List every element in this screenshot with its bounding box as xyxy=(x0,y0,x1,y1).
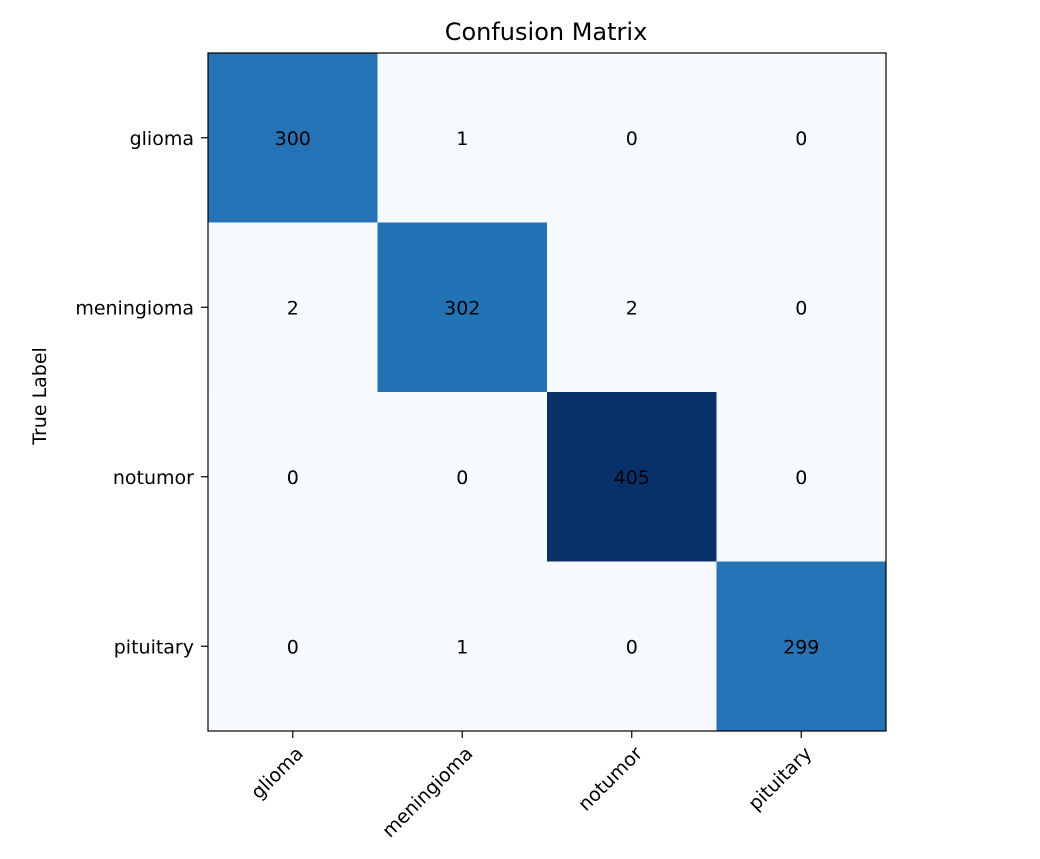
heatmap-cell xyxy=(547,561,717,732)
heatmap-cell xyxy=(208,53,378,223)
cell-value-label: 0 xyxy=(287,467,299,489)
cell-value-label: 0 xyxy=(626,128,638,150)
cell-value-label: 0 xyxy=(795,128,807,150)
heatmap-cell xyxy=(377,53,548,223)
chart-title: Confusion Matrix xyxy=(445,18,648,46)
heatmap-cell xyxy=(547,392,717,562)
y-tick-label: glioma xyxy=(130,128,194,150)
heatmap-cell xyxy=(208,392,378,562)
heatmap-cell xyxy=(547,53,717,223)
cell-value-label: 2 xyxy=(626,297,638,319)
heatmap-cell xyxy=(377,392,548,562)
cell-value-label: 299 xyxy=(783,636,819,658)
x-tick-label: pituitary xyxy=(744,743,816,815)
heatmap-cell xyxy=(547,222,717,393)
cell-value-label: 405 xyxy=(614,467,650,489)
heatmap-cell xyxy=(716,222,887,393)
heatmap-cell xyxy=(377,561,548,732)
x-tick-label: meningioma xyxy=(378,743,477,842)
cell-value-label: 2 xyxy=(287,297,299,319)
cell-value-label: 0 xyxy=(795,297,807,319)
cell-value-label: 0 xyxy=(287,636,299,658)
x-tick-label: notumor xyxy=(574,742,647,815)
plot-frame xyxy=(207,52,887,732)
cell-value-label: 0 xyxy=(795,467,807,489)
x-tick-label: glioma xyxy=(247,743,308,804)
cell-value-label: 0 xyxy=(626,636,638,658)
y-axis-label: True Label xyxy=(29,347,51,446)
heatmap-cell xyxy=(716,53,887,223)
cell-value-label: 300 xyxy=(275,128,311,150)
heatmap-cell xyxy=(208,222,378,393)
heatmap-cell xyxy=(716,392,887,562)
heatmap-cell xyxy=(377,222,548,393)
cell-value-label: 1 xyxy=(456,636,468,658)
heatmap-cells xyxy=(208,53,887,732)
heatmap-cell-labels: 300 1 0 0 2 302 2 0 0 0 405 0 0 1 0 299 xyxy=(275,128,820,659)
heatmap-cell xyxy=(208,561,378,732)
cell-value-label: 0 xyxy=(456,467,468,489)
y-tick-label: pituitary xyxy=(114,636,194,658)
cell-value-label: 1 xyxy=(456,128,468,150)
cell-value-label: 302 xyxy=(444,297,480,319)
y-tick-label: notumor xyxy=(113,467,194,489)
y-tick-label: meningioma xyxy=(75,297,194,319)
plot-border xyxy=(207,52,887,732)
heatmap-cell xyxy=(716,561,887,732)
